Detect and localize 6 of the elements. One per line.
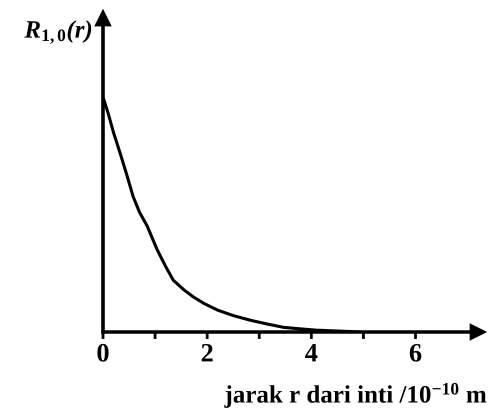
y-axis-title: R$_{1,0}$(r) bbox=[24, 20, 92, 44]
x-tick-label: 0 bbox=[97, 344, 109, 362]
x-tick-label: 2 bbox=[202, 344, 213, 362]
x-tick-label: 6 bbox=[410, 344, 422, 362]
x-tick-label: 4 bbox=[305, 344, 318, 362]
x-axis-title: jarak r dari inti /10$^{−10}$ m bbox=[224, 382, 486, 408]
